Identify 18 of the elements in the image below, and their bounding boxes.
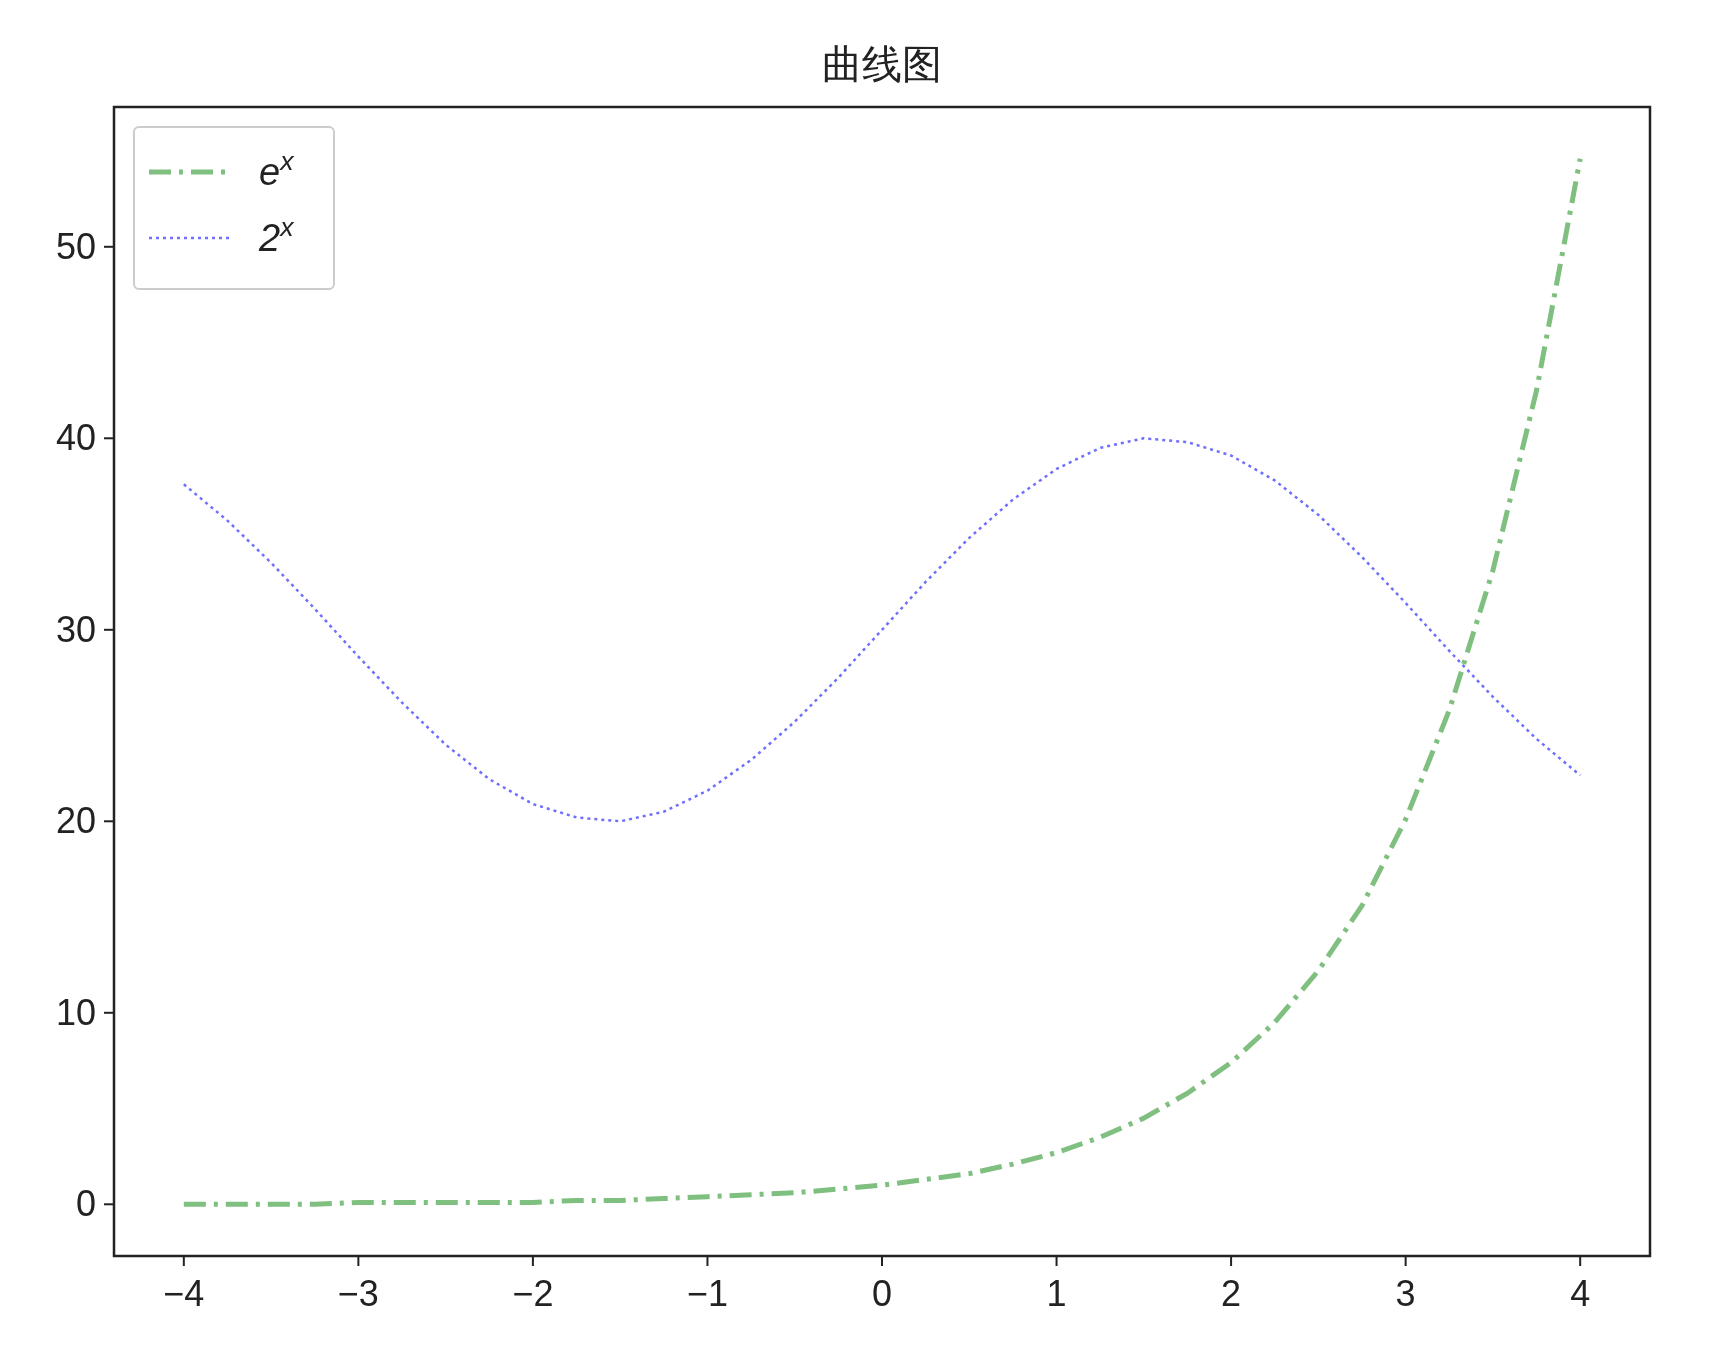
legend-label: 2$^{x}$	[258, 212, 296, 259]
x-tick-label: 4	[1570, 1273, 1591, 1314]
x-tick-label: −4	[163, 1273, 205, 1314]
x-tick-label: 2	[1221, 1273, 1242, 1314]
x-tick-label: 0	[871, 1273, 893, 1314]
chart-title: 曲线图	[822, 42, 942, 86]
y-tick-label: 20	[55, 800, 96, 842]
legend-label: e$^{x}$	[259, 146, 296, 193]
x-tick-label: 3	[1395, 1273, 1416, 1314]
x-tick-label: −1	[686, 1273, 728, 1314]
x-tick-label: −2	[512, 1273, 554, 1314]
x-tick-label: −3	[337, 1273, 379, 1314]
y-tick-label: 0	[75, 1183, 96, 1225]
y-tick-label: 30	[55, 608, 96, 650]
x-tick-label: 1	[1046, 1273, 1067, 1314]
y-tick-label: 10	[55, 991, 96, 1033]
y-tick-label: 50	[55, 225, 96, 267]
y-tick-label: 40	[55, 417, 96, 459]
